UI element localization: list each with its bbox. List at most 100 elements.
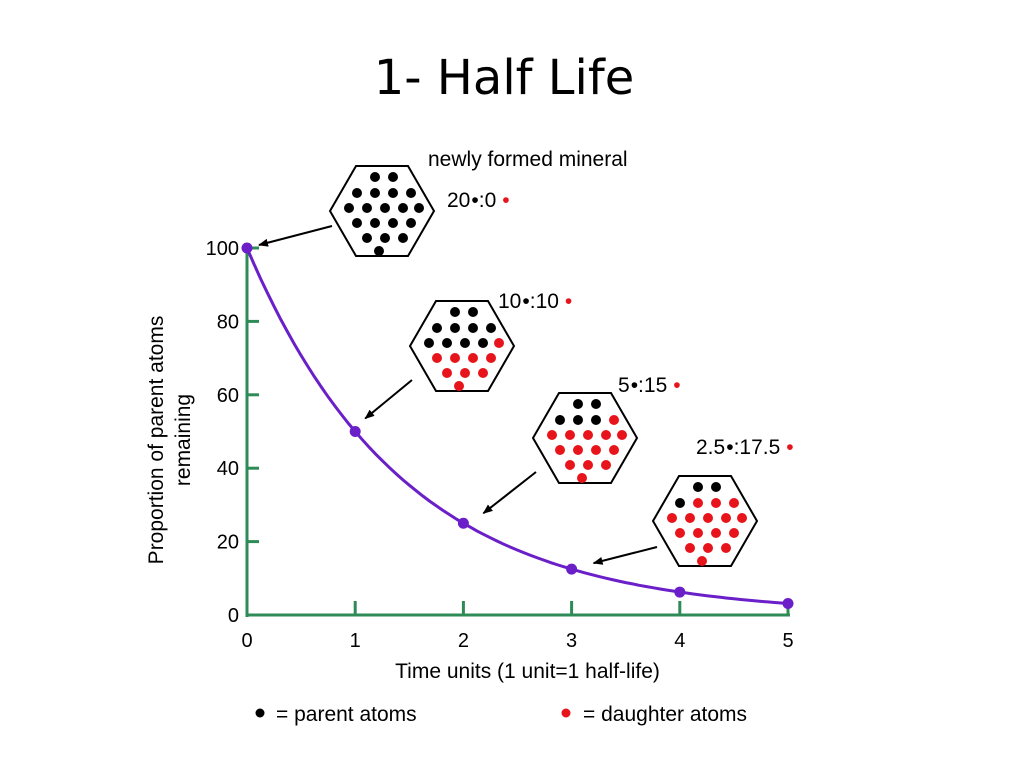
newly-formed-mineral-label: newly formed mineral bbox=[428, 148, 628, 171]
daughter-atom bbox=[583, 460, 593, 470]
parent-atom bbox=[370, 188, 380, 198]
daughter-atom bbox=[486, 353, 496, 363]
y-tick-label: 100 bbox=[206, 238, 239, 260]
y-tick-label: 0 bbox=[228, 605, 239, 627]
y-axis-title: Proportion of parent atoms remaining bbox=[145, 316, 195, 565]
daughter-atom bbox=[591, 445, 601, 455]
data-point bbox=[782, 598, 794, 610]
parent-atom bbox=[388, 172, 398, 182]
data-point bbox=[457, 517, 469, 529]
parent-dot: • bbox=[631, 374, 638, 397]
annotation-arrow bbox=[592, 546, 658, 565]
daughter-atom bbox=[737, 513, 747, 523]
ratio-parent-count: 20 bbox=[447, 189, 470, 212]
parent-atom bbox=[573, 399, 583, 409]
data-point bbox=[566, 563, 578, 575]
parent-dot: • bbox=[471, 189, 478, 212]
parent-dot: • bbox=[522, 290, 529, 313]
mineral-crystal bbox=[408, 300, 516, 392]
y-tick-label: 80 bbox=[217, 311, 239, 333]
daughter-atom bbox=[577, 473, 587, 483]
mineral-crystal bbox=[531, 392, 639, 484]
parent-atom bbox=[388, 218, 398, 228]
daughter-atom bbox=[601, 430, 611, 440]
x-axis-title: Time units (1 unit=1 half-life) bbox=[395, 660, 660, 683]
data-point bbox=[674, 586, 686, 598]
daughter-dot: • bbox=[565, 290, 572, 313]
parent-atom bbox=[352, 218, 362, 228]
annotation-arrow bbox=[482, 471, 537, 515]
y-axis-title-line2: remaining bbox=[172, 394, 195, 486]
parent-atom bbox=[468, 307, 478, 317]
daughter-atom bbox=[693, 528, 703, 538]
daughter-atom bbox=[432, 353, 442, 363]
parent-atom bbox=[675, 498, 685, 508]
parent-atom bbox=[380, 203, 390, 213]
parent-atom bbox=[406, 188, 416, 198]
y-tick-label: 60 bbox=[217, 385, 239, 407]
daughter-atom bbox=[685, 513, 695, 523]
parent-atom bbox=[693, 482, 703, 492]
parent-atom bbox=[478, 338, 488, 348]
daughter-atom bbox=[565, 430, 575, 440]
x-tick-label: 0 bbox=[241, 630, 252, 652]
daughter-atom bbox=[703, 543, 713, 553]
ratio-parent-count: 10 bbox=[498, 290, 521, 313]
ratio-separator: : bbox=[479, 189, 485, 212]
daughter-atom bbox=[460, 368, 470, 378]
parent-atom bbox=[468, 323, 478, 333]
ratio-separator: : bbox=[734, 436, 740, 459]
daughter-atom bbox=[697, 556, 707, 566]
daughter-atom bbox=[601, 460, 611, 470]
mineral-crystal bbox=[328, 165, 436, 257]
x-tick-label: 3 bbox=[566, 630, 577, 652]
parent-atom bbox=[424, 338, 434, 348]
ratio-daughter-count: 17.5 bbox=[739, 436, 780, 459]
legend-daughter-label: = daughter atoms bbox=[583, 703, 747, 726]
x-tick-label: 2 bbox=[458, 630, 469, 652]
parent-atom bbox=[573, 415, 583, 425]
daughter-atom bbox=[565, 460, 575, 470]
legend-parent-dot bbox=[255, 708, 265, 718]
daughter-atom bbox=[617, 430, 627, 440]
parent-atom bbox=[591, 415, 601, 425]
legend-daughter-dot bbox=[561, 708, 571, 718]
ratio-separator: : bbox=[638, 374, 644, 397]
parent-atom bbox=[711, 482, 721, 492]
daughter-atom bbox=[442, 368, 452, 378]
daughter-atom bbox=[450, 353, 460, 363]
ratio-label: 10•:10 • bbox=[498, 290, 572, 313]
daughter-atom bbox=[711, 498, 721, 508]
y-tick-label: 40 bbox=[217, 458, 239, 480]
daughter-atom bbox=[573, 445, 583, 455]
data-point bbox=[241, 242, 253, 254]
parent-atom bbox=[388, 188, 398, 198]
parent-atom bbox=[450, 307, 460, 317]
daughter-atom bbox=[609, 445, 619, 455]
parent-atom bbox=[432, 323, 442, 333]
parent-atom bbox=[370, 218, 380, 228]
daughter-atom bbox=[454, 381, 464, 391]
parent-atom bbox=[362, 233, 372, 243]
ratio-daughter-count: 0 bbox=[485, 189, 497, 212]
parent-atom bbox=[460, 338, 470, 348]
parent-atom bbox=[352, 188, 362, 198]
parent-atom bbox=[442, 338, 452, 348]
daughter-atom bbox=[675, 528, 685, 538]
ratio-label: 20•:0 • bbox=[447, 189, 510, 212]
parent-atom bbox=[398, 233, 408, 243]
daughter-atom bbox=[703, 513, 713, 523]
daughter-atom bbox=[478, 368, 488, 378]
parent-atom bbox=[374, 246, 384, 256]
daughter-atom bbox=[711, 528, 721, 538]
ratio-parent-count: 5 bbox=[618, 374, 630, 397]
annotation-arrow bbox=[258, 225, 333, 247]
parent-atom bbox=[555, 415, 565, 425]
daughter-dot: • bbox=[502, 189, 509, 212]
x-tick-label: 5 bbox=[782, 630, 793, 652]
parent-atom bbox=[450, 323, 460, 333]
daughter-atom bbox=[693, 498, 703, 508]
y-tick-label: 20 bbox=[217, 532, 239, 554]
annotation-arrow bbox=[364, 379, 413, 420]
